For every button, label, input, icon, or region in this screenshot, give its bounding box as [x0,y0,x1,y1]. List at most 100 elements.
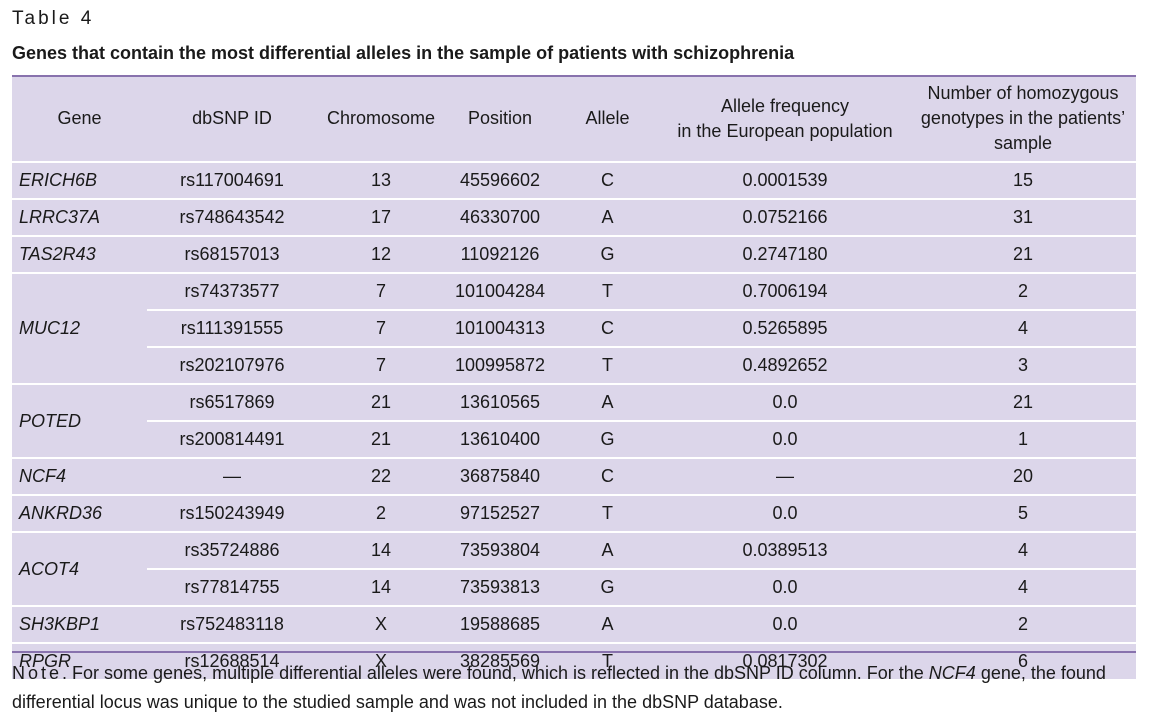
cell-position: 19588685 [445,605,555,643]
header-gene: Gene [12,76,147,163]
cell-gene: POTED [12,383,147,458]
cell-dbsnp: rs752483118 [147,605,317,643]
cell-frequency: 0.5265895 [660,309,910,347]
table-bottom-rule [12,651,1136,653]
cell-chromosome: 7 [317,309,445,347]
cell-frequency: 0.0 [660,605,910,643]
cell-allele: G [555,568,660,606]
cell-dbsnp: rs202107976 [147,346,317,384]
cell-gene: ERICH6B [12,161,147,199]
cell-frequency: 0.2747180 [660,235,910,273]
cell-chromosome: 21 [317,420,445,458]
cell-dbsnp: rs77814755 [147,568,317,606]
header-frequency: Allele frequency in the European populat… [660,76,910,163]
cell-chromosome: 7 [317,346,445,384]
cell-homozygous: 5 [910,494,1136,532]
table-row: RPGR rs12688514 X 38285569 T 0.0817302 6 [12,642,1136,679]
cell-chromosome: 13 [317,161,445,199]
cell-chromosome: X [317,642,445,679]
cell-dbsnp: rs748643542 [147,198,317,236]
cell-chromosome: 14 [317,568,445,606]
cell-homozygous: 6 [910,642,1136,679]
cell-chromosome: 14 [317,531,445,569]
cell-allele: A [555,531,660,569]
cell-chromosome: 22 [317,457,445,495]
header-homozygous-line-2: genotypes in the patients’ [920,108,1126,128]
cell-gene: TAS2R43 [12,235,147,273]
cell-allele: T [555,346,660,384]
cell-chromosome: 21 [317,383,445,421]
cell-homozygous: 2 [910,272,1136,310]
header-position: Position [445,76,555,163]
cell-position: 73593804 [445,531,555,569]
cell-homozygous: 21 [910,235,1136,273]
cell-frequency: 0.0389513 [660,531,910,569]
table-label: Table 4 [12,8,95,29]
cell-position: 36875840 [445,457,555,495]
cell-frequency: 0.0817302 [660,642,910,679]
header-frequency-line-1: Allele frequency [720,95,850,116]
note-prefix: Note [12,663,63,683]
cell-allele: C [555,309,660,347]
cell-chromosome: 12 [317,235,445,273]
table-note: Note. For some genes, multiple different… [12,659,1142,717]
cell-dbsnp: — [147,457,317,495]
cell-chromosome: 7 [317,272,445,310]
header-row: Gene dbSNP ID Chromosome Position Allele… [12,76,1136,163]
cell-gene: MUC12 [12,272,147,384]
cell-homozygous: 31 [910,198,1136,236]
cell-homozygous: 21 [910,383,1136,421]
cell-dbsnp: rs150243949 [147,494,317,532]
cell-chromosome: 17 [317,198,445,236]
cell-gene: NCF4 [12,457,147,495]
table-caption: Genes that contain the most differential… [12,43,795,63]
table-row: NCF4 — 22 36875840 C — 20 [12,457,1136,495]
cell-chromosome: 2 [317,494,445,532]
cell-dbsnp: rs111391555 [147,309,317,347]
table-row: MUC12 rs74373577 7 101004284 T 0.7006194… [12,272,1136,384]
table-top-rule [12,75,1136,77]
table-row: POTED rs6517869 21 13610565 A 0.0 21 [12,383,1136,458]
cell-position: 101004284 [445,272,555,310]
cell-allele: G [555,235,660,273]
note-gene: NCF4 [928,663,976,683]
table-row: rs200814491 21 13610400 G 0.0 1 [12,420,1136,458]
cell-frequency: 0.7006194 [660,272,910,310]
cell-frequency: 0.0 [660,568,910,606]
cell-homozygous: 4 [910,568,1136,606]
cell-dbsnp: rs200814491 [147,420,317,458]
cell-position: 100995872 [445,346,555,384]
header-homozygous-line-1: Number of homozygous [927,83,1119,103]
cell-homozygous: 3 [910,346,1136,384]
table-row: ACOT4 rs35724886 14 73593804 A 0.0389513… [12,531,1136,606]
cell-gene: LRRC37A [12,198,147,236]
cell-frequency: 0.0 [660,420,910,458]
cell-position: 11092126 [445,235,555,273]
cell-allele: T [555,642,660,679]
cell-allele: C [555,161,660,199]
note-text-2: gene, the found differential locus was u… [12,663,1106,712]
cell-position: 46330700 [445,198,555,236]
cell-homozygous: 20 [910,457,1136,495]
cell-dbsnp: rs74373577 [147,272,317,310]
header-homozygous-line-3: sample [993,133,1053,153]
cell-homozygous: 4 [910,531,1136,569]
cell-gene: ANKRD36 [12,494,147,532]
header-chromosome: Chromosome [317,76,445,163]
note-text-1: . For some genes, multiple differential … [62,663,929,683]
cell-frequency: 0.4892652 [660,346,910,384]
cell-allele: C [555,457,660,495]
header-frequency-line-2: in the European population [677,120,893,141]
table-row: rs111391555 7 101004313 C 0.5265895 4 [12,309,1136,347]
cell-frequency: 0.0752166 [660,198,910,236]
cell-homozygous: 4 [910,309,1136,347]
cell-frequency: 0.0 [660,494,910,532]
header-homozygous: Number of homozygous genotypes in the pa… [910,76,1136,163]
genes-table: Gene dbSNP ID Chromosome Position Allele… [12,76,1136,679]
header-allele: Allele [555,76,660,163]
cell-allele: A [555,383,660,421]
cell-position: 97152527 [445,494,555,532]
cell-gene: ACOT4 [12,531,147,606]
cell-position: 73593813 [445,568,555,606]
cell-allele: T [555,494,660,532]
